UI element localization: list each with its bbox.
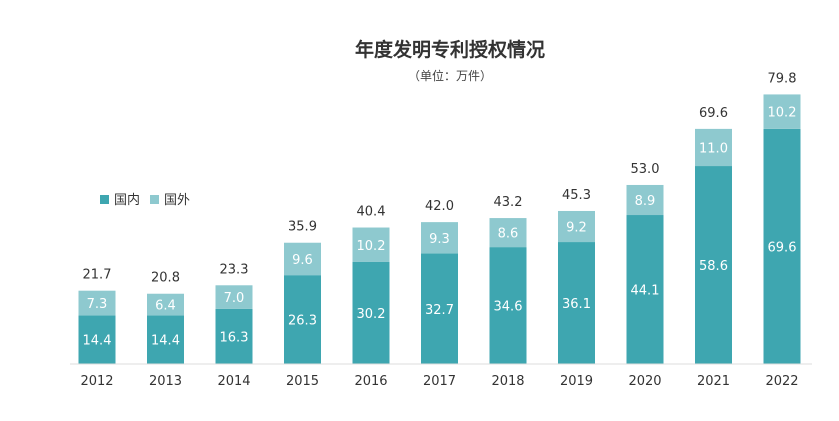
x-tick-label-2019: 2019 [560, 374, 593, 389]
chart-subtitle: （单位：万件） [408, 68, 492, 83]
data-label-total-2018: 43.2 [494, 195, 523, 210]
bar-domestic-2021 [695, 166, 732, 364]
x-tick-label-2021: 2021 [697, 374, 730, 389]
legend-swatch-foreign [150, 195, 159, 204]
data-label-foreign-2016: 10.2 [357, 239, 386, 254]
data-label-total-2015: 35.9 [288, 220, 317, 235]
x-tick-label-2018: 2018 [491, 374, 524, 389]
data-label-foreign-2021: 11.0 [699, 141, 728, 156]
data-label-foreign-2014: 7.0 [224, 291, 245, 306]
data-label-total-2019: 45.3 [562, 188, 591, 203]
bar-foreign-2016 [352, 227, 390, 262]
bar-foreign-2019 [558, 210, 595, 243]
data-label-total-2022: 79.8 [768, 71, 797, 86]
bar-domestic-2013 [147, 315, 184, 364]
bar-foreign-2022 [763, 94, 801, 129]
data-label-domestic-2017: 32.7 [425, 303, 454, 318]
bars-group: 14.4 7.3 21.7 2012 14.4 6.4 20.8 2013 16.3 7.0 23.… [78, 71, 801, 389]
bar-foreign-2012 [78, 290, 116, 316]
chart-title: 年度发明专利授权情况 [355, 38, 545, 61]
data-label-foreign-2017: 9.3 [429, 232, 450, 247]
data-label-domestic-2014: 16.3 [220, 330, 249, 345]
legend-label-domestic: 国内 [114, 192, 140, 208]
bar-foreign-2015 [284, 242, 321, 276]
legend: 国内 国外 [100, 192, 190, 208]
data-label-total-2014: 23.3 [220, 262, 249, 277]
data-label-domestic-2022: 69.6 [768, 240, 797, 255]
data-label-total-2012: 21.7 [83, 268, 112, 283]
data-label-foreign-2020: 8.9 [635, 194, 656, 209]
data-label-total-2017: 42.0 [425, 199, 454, 214]
bar-foreign-2018 [489, 218, 527, 248]
data-label-domestic-2016: 30.2 [357, 307, 386, 322]
x-tick-label-2020: 2020 [628, 374, 661, 389]
data-label-total-2013: 20.8 [151, 271, 180, 286]
data-label-domestic-2021: 58.6 [699, 259, 728, 274]
bar-foreign-2021 [695, 128, 732, 167]
x-tick-label-2022: 2022 [765, 374, 798, 389]
bar-foreign-2017 [421, 222, 458, 254]
data-label-domestic-2020: 44.1 [631, 284, 660, 299]
data-label-total-2020: 53.0 [631, 162, 660, 177]
data-label-foreign-2018: 8.6 [498, 227, 519, 242]
x-tick-label-2014: 2014 [217, 374, 250, 389]
bar-domestic-2012 [78, 315, 116, 364]
x-tick-label-2017: 2017 [423, 374, 456, 389]
data-label-foreign-2013: 6.4 [155, 299, 176, 314]
data-label-domestic-2013: 14.4 [151, 334, 180, 349]
data-label-foreign-2015: 9.6 [292, 253, 313, 268]
bar-domestic-2022 [763, 128, 801, 364]
bar-foreign-2013 [147, 293, 184, 316]
data-label-domestic-2019: 36.1 [562, 297, 591, 312]
bar-foreign-2014 [215, 285, 253, 309]
data-label-foreign-2012: 7.3 [87, 297, 108, 312]
legend-swatch-domestic [100, 195, 109, 204]
legend-label-foreign: 国外 [164, 193, 190, 208]
bar-domestic-2015 [284, 275, 321, 364]
data-label-domestic-2018: 34.6 [494, 300, 523, 315]
x-tick-label-2012: 2012 [80, 374, 113, 389]
bar-domestic-2018 [489, 247, 527, 364]
bar-domestic-2016 [352, 261, 390, 364]
bar-domestic-2014 [215, 308, 253, 364]
data-label-foreign-2022: 10.2 [768, 106, 797, 121]
bar-domestic-2019 [558, 242, 595, 364]
bar-domestic-2020 [626, 215, 664, 364]
x-tick-label-2015: 2015 [286, 374, 319, 389]
data-label-total-2016: 40.4 [357, 205, 386, 220]
data-label-domestic-2015: 26.3 [288, 314, 317, 329]
bar-domestic-2017 [421, 253, 458, 364]
data-label-total-2021: 69.6 [699, 106, 728, 121]
data-label-foreign-2019: 9.2 [566, 221, 587, 236]
data-label-domestic-2012: 14.4 [83, 334, 112, 349]
bar-foreign-2020 [626, 184, 664, 216]
x-tick-label-2013: 2013 [149, 374, 182, 389]
x-tick-label-2016: 2016 [354, 374, 387, 389]
